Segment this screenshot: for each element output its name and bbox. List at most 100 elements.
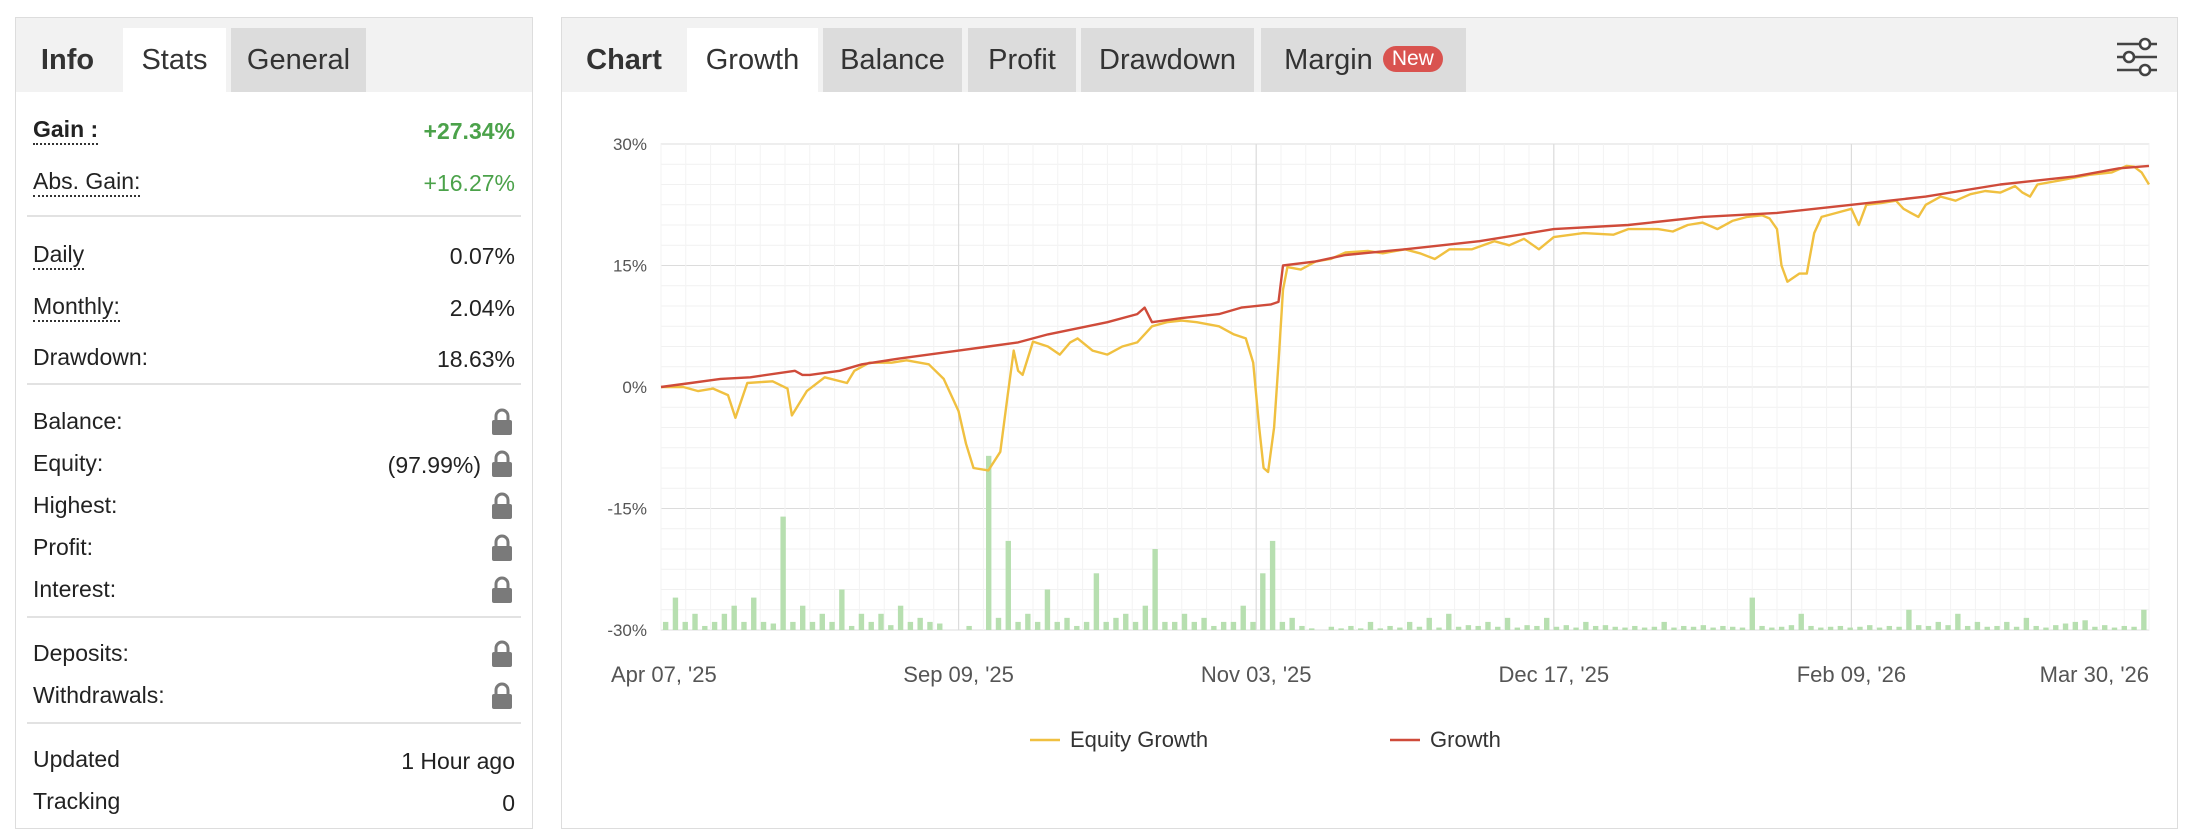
activity-bar — [1142, 605, 1149, 630]
tab-growth[interactable]: Growth — [687, 28, 818, 92]
lock-icon[interactable] — [489, 492, 515, 520]
activity-bar — [1250, 621, 1256, 630]
activity-bar — [2131, 626, 2137, 630]
divider — [27, 215, 521, 217]
activity-bar — [1240, 605, 1246, 630]
sliders-icon[interactable] — [2115, 36, 2159, 78]
activity-bar — [1651, 626, 1658, 630]
new-badge: New — [1382, 46, 1443, 73]
activity-bar — [1876, 627, 1883, 630]
activity-bar — [2121, 625, 2127, 630]
monthly-label[interactable]: Monthly: — [33, 293, 120, 322]
lock-icon[interactable] — [489, 408, 515, 436]
activity-bar — [1612, 626, 1618, 630]
lock-icon[interactable] — [489, 534, 515, 562]
tab-stats[interactable]: Stats — [123, 28, 226, 92]
lock-icon[interactable] — [489, 640, 515, 668]
activity-bar — [790, 621, 796, 630]
activity-bar — [1367, 621, 1374, 630]
gain-value: +27.34% — [423, 118, 515, 144]
drawdown-label: Drawdown: — [33, 344, 149, 370]
lock-icon[interactable] — [489, 450, 515, 478]
tracking-value: 0 — [502, 790, 515, 816]
activity-bar — [1299, 625, 1305, 630]
gain-row: Gain : +27.34% — [33, 110, 515, 150]
x-tick-label: Feb 09, '26 — [1797, 662, 1906, 687]
activity-bar — [1044, 589, 1051, 630]
activity-bar — [1025, 613, 1031, 630]
activity-bar — [1945, 625, 1951, 630]
tracking-label: Tracking — [33, 788, 121, 814]
activity-bar — [1906, 609, 1912, 630]
updated-value: 1 Hour ago — [401, 748, 515, 774]
activity-bar — [1279, 621, 1286, 630]
activity-bar — [2072, 621, 2079, 630]
tab-margin[interactable]: Margin New — [1261, 28, 1466, 92]
tab-general[interactable]: General — [231, 28, 366, 92]
balance-label: Balance: — [33, 408, 123, 434]
activity-bar — [1103, 621, 1109, 630]
gain-label[interactable]: Gain : — [33, 116, 99, 145]
activity-bar — [2102, 625, 2108, 630]
activity-bar — [2062, 623, 2069, 630]
tab-profit[interactable]: Profit — [968, 28, 1076, 92]
tab-drawdown[interactable]: Drawdown — [1081, 28, 1254, 92]
activity-bar — [1720, 625, 1726, 630]
deposits-label: Deposits: — [33, 640, 129, 666]
equity-growth-line — [661, 164, 2151, 474]
y-tick-label: -15% — [607, 500, 647, 519]
activity-bar — [1769, 627, 1775, 630]
activity-bar — [2013, 626, 2020, 630]
lock-icon[interactable] — [489, 682, 515, 710]
activity-bar — [927, 621, 933, 630]
activity-bar — [2043, 627, 2049, 630]
activity-bar — [1808, 625, 1814, 630]
activity-bar — [1916, 625, 1922, 630]
activity-bar — [1455, 626, 1462, 630]
abs-gain-value: +16.27% — [423, 170, 515, 196]
activity-bar — [1064, 617, 1070, 630]
activity-bar — [1504, 617, 1511, 630]
legend-label: Growth — [1430, 727, 1501, 752]
activity-bar — [1925, 625, 1932, 630]
activity-bar — [2092, 626, 2098, 630]
activity-bar — [1641, 627, 1648, 630]
activity-bar — [2141, 609, 2147, 630]
tab-chart[interactable]: Chart — [586, 44, 662, 76]
activity-bar — [1015, 621, 1021, 630]
interest-row: Interest: — [33, 570, 515, 610]
activity-bar — [721, 613, 728, 630]
equity-row: Equity: (97.99%) — [33, 444, 515, 484]
tab-balance[interactable]: Balance — [823, 28, 962, 92]
activity-bar — [731, 605, 737, 630]
divider — [27, 616, 521, 618]
chart-tab-bar: Chart Growth Balance Profit Drawdown Mar… — [562, 18, 2177, 92]
activity-bar — [1416, 626, 1423, 630]
updated-row: Updated 1 Hour ago — [33, 740, 515, 780]
chart-grid — [660, 143, 2150, 631]
activity-bar — [2082, 620, 2088, 630]
activity-bar — [770, 623, 777, 630]
daily-value: 0.07% — [449, 243, 515, 269]
interest-label: Interest: — [33, 576, 117, 602]
abs-gain-row: Abs. Gain: +16.27% — [33, 162, 515, 202]
activity-bar — [1690, 626, 1697, 630]
activity-bar — [800, 605, 806, 630]
activity-bar — [1867, 625, 1873, 630]
left-tab-bar: Info Stats General — [16, 18, 532, 92]
activity-bar — [1681, 625, 1687, 630]
activity-bar — [1162, 621, 1168, 630]
activity-bar — [1465, 625, 1472, 630]
activity-bar — [907, 621, 914, 630]
lock-icon[interactable] — [489, 576, 515, 604]
activity-bar — [1309, 628, 1315, 630]
abs-gain-label[interactable]: Abs. Gain: — [33, 168, 141, 197]
activity-bar — [2111, 627, 2118, 630]
chart-panel: Chart Growth Balance Profit Drawdown Mar… — [561, 17, 2178, 829]
activity-bar — [848, 625, 855, 630]
activity-bar — [1739, 627, 1746, 630]
activity-bar — [1338, 628, 1344, 630]
daily-label[interactable]: Daily — [33, 241, 85, 270]
tab-info[interactable]: Info — [40, 44, 95, 76]
activity-bar — [1495, 626, 1501, 630]
